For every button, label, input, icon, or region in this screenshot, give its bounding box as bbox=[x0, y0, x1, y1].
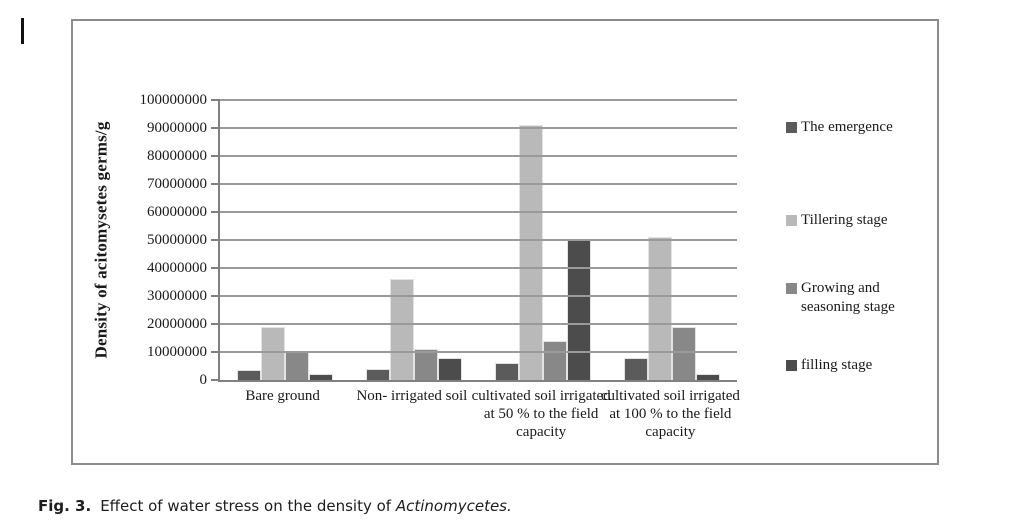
y-tick-label: 70000000 bbox=[147, 176, 207, 192]
gridline bbox=[220, 183, 737, 185]
y-tick-label: 20000000 bbox=[147, 316, 207, 332]
bar bbox=[543, 340, 568, 380]
bar-group bbox=[495, 100, 592, 380]
bar bbox=[308, 374, 333, 380]
gridline bbox=[220, 267, 737, 269]
legend-swatch bbox=[786, 122, 797, 133]
gridline bbox=[220, 351, 737, 353]
x-category-label: cultivated soil irrigated at 100 % to th… bbox=[600, 388, 740, 440]
bar bbox=[648, 237, 673, 380]
x-category-label: Bare ground bbox=[245, 388, 320, 404]
y-axis-tick bbox=[211, 211, 220, 213]
y-tick-label: 100000000 bbox=[139, 92, 208, 108]
y-tick-label: 90000000 bbox=[147, 120, 207, 136]
gridline bbox=[220, 211, 737, 213]
gridline bbox=[220, 127, 737, 129]
x-category-label: cultivated soil irrigated at 50 % to the… bbox=[471, 388, 611, 440]
gridline bbox=[220, 323, 737, 325]
y-axis-tick bbox=[211, 183, 220, 185]
legend-item: Growing and seasoning stage bbox=[786, 279, 923, 317]
gridline bbox=[220, 99, 737, 101]
y-tick-label: 30000000 bbox=[147, 288, 207, 304]
y-tick-label: 60000000 bbox=[147, 204, 207, 220]
bar bbox=[567, 240, 592, 380]
y-axis-tick bbox=[211, 127, 220, 129]
y-axis-tick bbox=[211, 295, 220, 297]
y-axis-tick bbox=[211, 239, 220, 241]
y-tick-label: 50000000 bbox=[147, 232, 207, 248]
legend-item: filling stage bbox=[786, 356, 923, 375]
figure-caption-text: Effect of water stress on the density of bbox=[100, 497, 392, 515]
bar bbox=[672, 326, 697, 380]
bar bbox=[696, 374, 721, 380]
y-tick-label: 0 bbox=[199, 372, 208, 388]
legend-label: Tillering stage bbox=[801, 212, 888, 228]
bar bbox=[284, 350, 309, 380]
y-axis-tick bbox=[211, 351, 220, 353]
x-category-label: Non- irrigated soil bbox=[356, 388, 468, 404]
bar bbox=[624, 357, 649, 380]
legend-item: Tillering stage bbox=[786, 211, 923, 230]
bar bbox=[413, 349, 438, 380]
text-cursor-mark bbox=[21, 18, 24, 44]
legend-swatch bbox=[786, 283, 797, 294]
y-tick-label: 10000000 bbox=[147, 344, 207, 360]
plot-area bbox=[211, 99, 737, 382]
legend-item: The emergence bbox=[786, 118, 923, 137]
x-axis-labels: Bare ground Non- irrigated soil cultivated… bbox=[73, 21, 937, 463]
legend: The emergence Tillering stage Growing and … bbox=[73, 21, 937, 463]
bar bbox=[260, 326, 285, 380]
figure-caption: Fig. 3. Effect of water stress on the den… bbox=[38, 497, 512, 515]
bars-layer bbox=[220, 100, 737, 380]
y-axis-tick bbox=[211, 379, 220, 381]
legend-label: Growing and seasoning stage bbox=[801, 280, 895, 315]
bar bbox=[365, 368, 390, 380]
figure-caption-species: Actinomycetes. bbox=[395, 497, 512, 515]
figure-caption-number: Fig. 3. bbox=[38, 497, 92, 515]
legend-swatch bbox=[786, 360, 797, 371]
legend-label: The emergence bbox=[801, 119, 893, 135]
y-axis-tick bbox=[211, 99, 220, 101]
legend-swatch bbox=[786, 215, 797, 226]
gridline bbox=[220, 155, 737, 157]
bar-group bbox=[365, 100, 462, 380]
gridline bbox=[220, 239, 737, 241]
bar-group bbox=[624, 100, 721, 380]
y-axis-tick bbox=[211, 323, 220, 325]
bar bbox=[236, 370, 261, 380]
figure-box: Density of acitomysetes germs/g 0 1000000… bbox=[71, 19, 939, 465]
y-axis-tick bbox=[211, 155, 220, 157]
gridline bbox=[220, 295, 737, 297]
y-tick-label: 40000000 bbox=[147, 260, 207, 276]
bar bbox=[437, 357, 462, 380]
bar bbox=[519, 125, 544, 380]
y-tick-label: 80000000 bbox=[147, 148, 207, 164]
y-axis-tick bbox=[211, 267, 220, 269]
legend-label: filling stage bbox=[801, 357, 873, 373]
bar-group bbox=[236, 100, 333, 380]
bar bbox=[495, 363, 520, 380]
y-tick-labels: 0 10000000 20000000 30000000 40000000 5000000… bbox=[73, 21, 937, 463]
